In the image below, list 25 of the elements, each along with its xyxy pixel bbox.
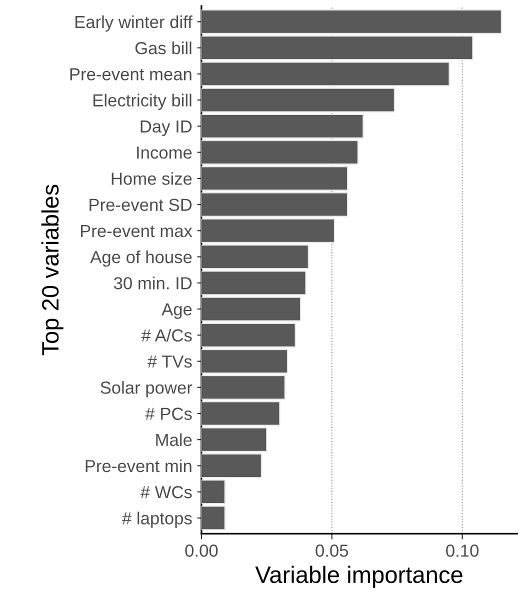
y-tick-label: # WCs [140, 486, 192, 498]
y-tick-label: # laptops [122, 512, 192, 528]
x-tick-label: 0.10 [446, 544, 478, 557]
y-tick-label: # TVs [147, 356, 192, 368]
y-tick-label: Early winter diff [75, 15, 192, 32]
y-tick-label: Pre-event SD [90, 198, 192, 212]
y-tick-label: Electricity bill [94, 94, 192, 110]
x-axis-title: Variable importance [255, 566, 462, 588]
y-tick-label: Pre-event mean [70, 68, 192, 80]
y-tick-label: # A/Cs [141, 328, 192, 342]
y-tick-label: Solar power [100, 381, 192, 398]
y-tick-label: Home size [112, 172, 192, 185]
y-axis-title: Top 20 variables [41, 184, 64, 356]
y-tick-label: Pre-event max [80, 225, 192, 238]
y-tick-label: 30 min. ID [114, 276, 192, 290]
y-tick-label: Day ID [140, 120, 192, 136]
y-tick-label: Age of house [90, 250, 192, 267]
y-tick-label: Pre-event min [86, 459, 192, 472]
y-tick-label: Male [156, 433, 192, 446]
y-tick-label: Income [137, 146, 192, 159]
y-tick-label: # PCs [145, 408, 192, 420]
y-tick-label: Gas bill [135, 42, 192, 54]
x-tick-label: 0.00 [185, 544, 218, 557]
x-tick-label: 0.05 [316, 544, 348, 557]
y-tick-label: Age [162, 303, 192, 319]
